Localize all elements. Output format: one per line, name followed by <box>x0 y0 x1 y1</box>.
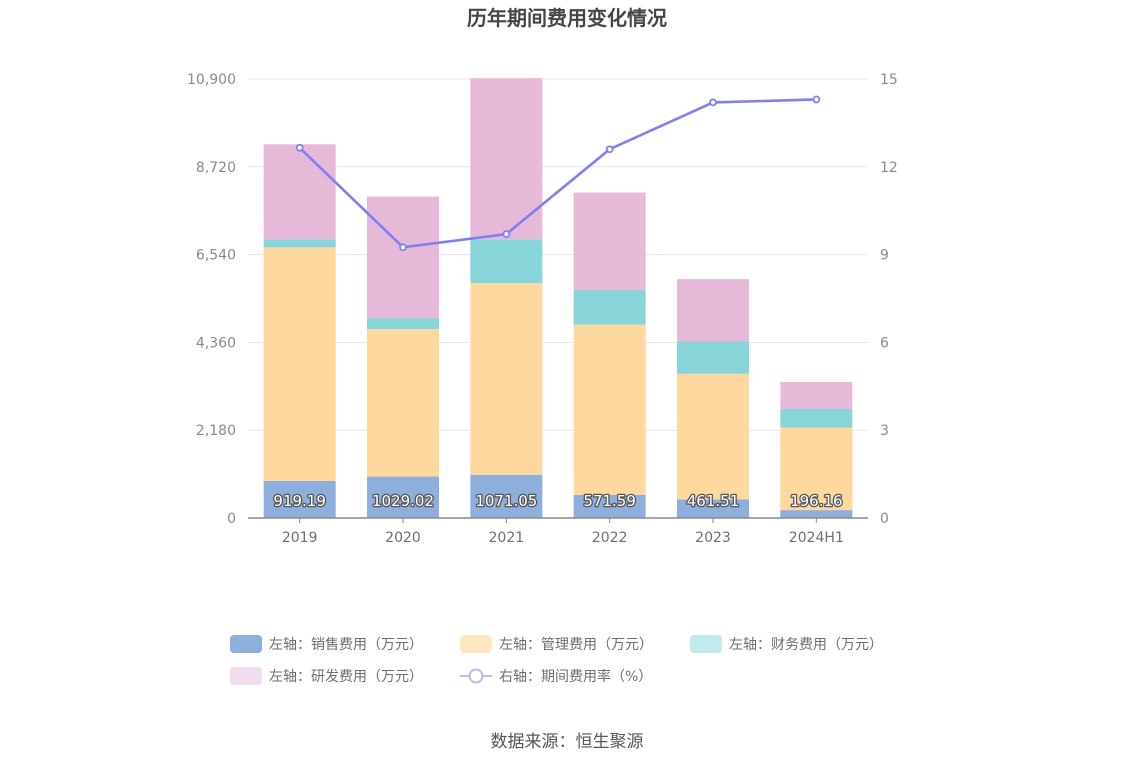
data-label: 1071.05 <box>475 492 537 510</box>
source-note: 数据来源：恒生聚源 <box>491 732 644 752</box>
x-tick-label: 2022 <box>592 530 628 546</box>
chart-title: 历年期间费用变化情况 <box>467 6 667 30</box>
bar-segment <box>780 510 853 518</box>
left-tick-label: 4,360 <box>196 335 236 351</box>
rate-point <box>812 95 821 104</box>
bar-segment <box>470 239 543 284</box>
legend-label: 左轴：销售费用（万元） <box>269 637 423 653</box>
bar-segment <box>780 382 853 410</box>
left-tick-label: 6,540 <box>196 248 236 264</box>
data-label: 571.59 <box>583 492 636 510</box>
legend-swatch <box>690 635 722 653</box>
rate-point <box>502 230 511 239</box>
bar-segment <box>470 474 543 518</box>
rate-point <box>605 145 614 154</box>
bar-segment <box>263 239 336 248</box>
x-tick-label: 2024H1 <box>789 530 844 546</box>
bar-segment <box>573 192 646 290</box>
right-axis-ticks: 0 3 6 9 12 15 <box>880 72 898 527</box>
left-tick-label: 8,720 <box>196 160 236 176</box>
bar-segment <box>367 476 439 518</box>
data-label: 196.16 <box>790 492 843 510</box>
bar-segment <box>470 78 543 240</box>
data-label: 919.19 <box>273 492 326 510</box>
x-tick-label: 2020 <box>385 530 421 546</box>
rate-point <box>709 98 717 107</box>
right-tick-label: 12 <box>880 160 898 176</box>
legend-item: 左轴：管理费用（万元） <box>460 635 653 653</box>
right-tick-label: 6 <box>880 335 889 351</box>
legend-item: 左轴：销售费用（万元） <box>230 635 423 653</box>
x-tick-label: 2019 <box>282 530 318 546</box>
x-tick-label: 2023 <box>695 530 731 546</box>
left-tick-label: 10,900 <box>187 72 236 88</box>
right-tick-label: 9 <box>880 248 889 264</box>
bar-segment <box>677 499 749 518</box>
bar-segment <box>573 324 646 495</box>
rate-point <box>295 143 304 152</box>
bar-segment <box>367 329 439 477</box>
line-series <box>295 95 821 252</box>
legend: 左轴：销售费用（万元） 左轴：管理费用（万元） 左轴：财务费用（万元） 左轴：研发费用… <box>230 635 883 685</box>
rate-point <box>399 243 407 252</box>
legend-label: 左轴：研发费用（万元） <box>269 669 423 685</box>
legend-swatch <box>230 667 262 685</box>
bar-segment <box>780 427 853 511</box>
bar-segment <box>470 283 543 475</box>
bar-segment <box>677 279 749 342</box>
grid-lines <box>248 78 868 431</box>
bar-segment <box>573 289 646 325</box>
left-tick-label: 2,180 <box>196 423 236 439</box>
legend-item: 左轴：财务费用（万元） <box>690 635 883 653</box>
right-tick-label: 15 <box>880 72 898 88</box>
left-axis-ticks: 0 2,180 4,360 6,540 8,720 10,900 <box>187 72 236 527</box>
legend-swatch <box>460 635 492 653</box>
bar-segment <box>367 317 439 330</box>
bar-segment <box>677 341 749 374</box>
legend-label: 右轴：期间费用率（%） <box>499 668 652 685</box>
bar-segment <box>677 373 749 500</box>
bars <box>263 78 853 518</box>
x-tick-label: 2021 <box>489 530 525 546</box>
bar-segment <box>263 144 336 240</box>
right-tick-label: 3 <box>880 423 889 439</box>
left-tick-label: 0 <box>227 511 236 527</box>
bar-segment <box>780 409 853 428</box>
legend-item: 右轴：期间费用率（%） <box>460 668 652 685</box>
rate-line <box>298 98 817 249</box>
legend-label: 左轴：财务费用（万元） <box>729 637 883 653</box>
bar-segment <box>263 247 336 481</box>
data-labels: 919.19 1029.02 1071.05 571.59 461.51 196.16 <box>272 491 844 512</box>
legend-label: 左轴：管理费用（万元） <box>499 637 653 653</box>
right-tick-label: 0 <box>880 511 889 527</box>
bar-segment <box>263 480 336 518</box>
data-label: 1029.02 <box>372 492 434 510</box>
bar-segment <box>367 196 439 318</box>
legend-swatch <box>230 635 262 653</box>
data-label: 461.51 <box>687 492 740 510</box>
legend-circle-icon <box>468 668 484 684</box>
x-axis-ticks: 2019 2020 2021 2022 2023 2024H1 <box>282 518 844 546</box>
bar-segment <box>573 494 646 518</box>
legend-item: 左轴：研发费用（万元） <box>230 667 423 685</box>
